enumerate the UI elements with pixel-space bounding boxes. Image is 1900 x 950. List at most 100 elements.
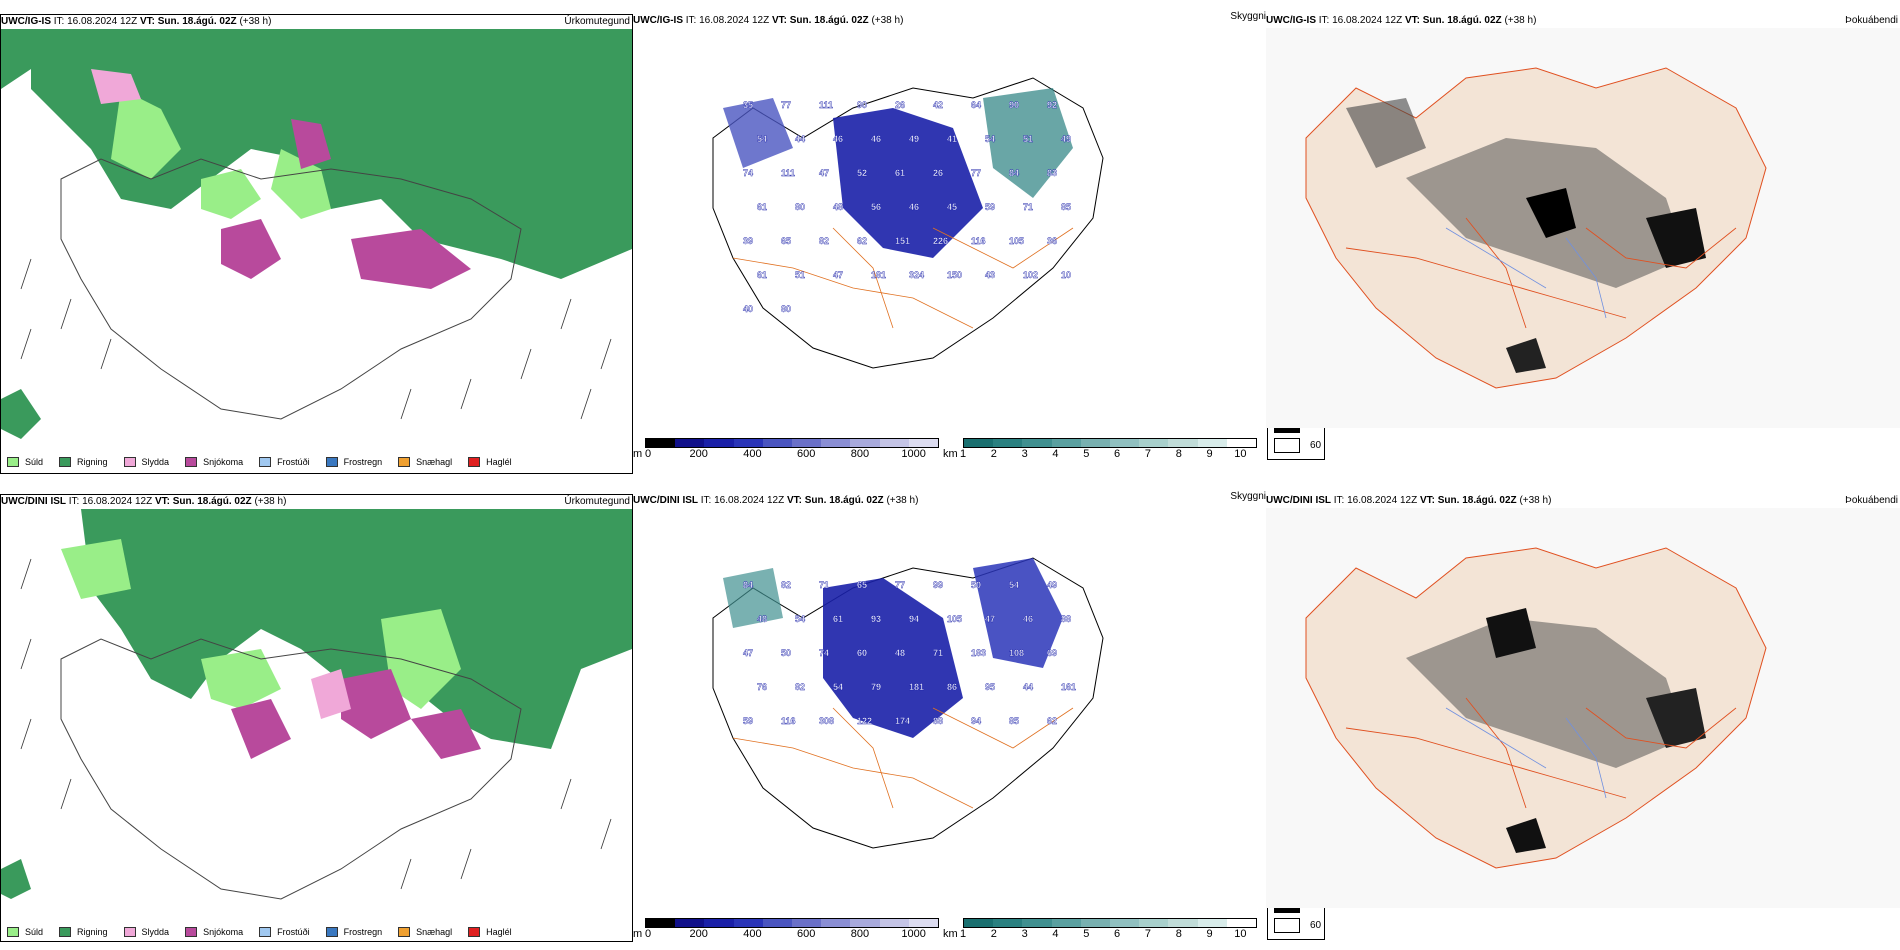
- cloud-base-colorbar: m 0 200 400 600 800 1000: [633, 918, 939, 948]
- cloud-base-label: 69: [1047, 648, 1057, 658]
- panel-title: Úrkomutegund: [564, 496, 630, 507]
- cloud-base-label: 49: [909, 134, 919, 144]
- colorbar-tick-label: 9: [1206, 928, 1213, 940]
- cloud-base-label: 54: [795, 614, 805, 624]
- init-time: IT: 16.08.2024 12Z: [700, 495, 785, 506]
- colorbar-tick-label: 6: [1114, 448, 1121, 460]
- legend-item: Frostregn: [325, 927, 382, 937]
- legend-label: Haglél: [486, 927, 512, 937]
- colorbar-tick-label: 7: [1144, 448, 1151, 460]
- colorbar-segment: [704, 919, 734, 927]
- fog-map: [1266, 28, 1900, 428]
- precip-map: [1, 509, 632, 909]
- legend-swatch: [123, 927, 136, 937]
- colorbar-segment: [675, 919, 705, 927]
- legend-label: Frostregn: [343, 457, 383, 467]
- legend-item: Rigning: [59, 457, 108, 467]
- colorbar-tick-label: 1000: [901, 928, 926, 940]
- colorbar-tick-label: 200: [689, 448, 708, 460]
- cloud-base-label: 93: [871, 614, 881, 624]
- cloud-header: UWC/IG-IS IT: 16.08.2024 12Z VT: Sun. 18…: [633, 11, 1266, 28]
- cloud-base-label: 74: [743, 168, 753, 178]
- legend-label: Snæhagl: [416, 457, 453, 467]
- cloud-base-label: 48: [895, 648, 905, 658]
- legend-item: Snæhagl: [398, 927, 452, 937]
- cloud-base-label: 111: [781, 168, 795, 178]
- init-time: IT: 16.08.2024 12Z: [1333, 495, 1418, 506]
- precip-header: UWC/DINI ISL IT: 16.08.2024 12Z VT: Sun.…: [1, 495, 632, 509]
- colorbar-tick-label: 0: [645, 448, 652, 460]
- cloud-base-label: 174: [895, 716, 910, 726]
- precip-panel: UWC/DINI ISL IT: 16.08.2024 12Z VT: Sun.…: [0, 494, 633, 942]
- legend-item: Rigning: [59, 927, 108, 937]
- cloud-base-label: 151: [895, 236, 910, 246]
- colorbar-segment: [964, 919, 994, 927]
- cloud-base-label: 76: [757, 682, 767, 692]
- model-name: UWC/DINI ISL: [1, 496, 66, 507]
- legend-swatch: [185, 927, 198, 937]
- cloud-base-label: 49: [1061, 134, 1071, 144]
- cloud-base-label: 86: [947, 682, 957, 692]
- cloud-base-label: 226: [933, 236, 948, 246]
- legend-label: Frostúði: [277, 457, 310, 467]
- cloud-base-label: 74: [819, 648, 829, 658]
- cloud-base-label: 26: [933, 168, 943, 178]
- cloud-base-label: 36: [1047, 236, 1057, 246]
- cloud-base-label: 108: [1009, 648, 1024, 658]
- cloud-base-label: 50: [781, 648, 791, 658]
- cloud-base-label: 54: [757, 134, 767, 144]
- fog-legend-swatch: [1274, 437, 1300, 453]
- cloud-base-label: 56: [871, 202, 881, 212]
- valid-time: VT: Sun. 18.ágú. 02Z: [1419, 495, 1517, 506]
- cloud-base-label: 46: [1023, 614, 1033, 624]
- cloud-base-label: 40: [743, 304, 753, 314]
- visibility-colorbar: km 1 2 3 4 5 6 7 8 9 10: [943, 438, 1263, 468]
- cloud-base-label: 116: [781, 716, 796, 726]
- cloud-base-label: 111: [819, 100, 833, 110]
- legend-label: Rigning: [77, 927, 108, 937]
- legend-swatch: [185, 457, 198, 467]
- cloud-base-label: 71: [1023, 202, 1033, 212]
- cloud-base-label: 35: [743, 100, 753, 110]
- cloud-base-label: 99: [933, 580, 943, 590]
- cloud-panel: UWC/IG-IS IT: 16.08.2024 12Z VT: Sun. 18…: [633, 11, 1266, 474]
- legend-item: Frostúði: [259, 457, 310, 467]
- model-name: UWC/IG-IS: [633, 15, 683, 26]
- legend-item: Slydda: [123, 927, 169, 937]
- cloud-base-label: 39: [743, 236, 753, 246]
- panel-title: Skyggni: [1230, 11, 1266, 22]
- legend-label: Haglél: [486, 457, 512, 467]
- colorbar-segment: [1051, 439, 1081, 447]
- colorbar-tick-label: 6: [1114, 928, 1121, 940]
- cloud-base-label: 183: [971, 648, 986, 658]
- colorbar-segment: [850, 919, 880, 927]
- legend-item: Súld: [7, 457, 43, 467]
- colorbar-tick-label: 4: [1052, 928, 1059, 940]
- legend-swatch: [123, 457, 136, 467]
- cloud-base-label: 10: [1061, 270, 1071, 280]
- cloud-base-label: 84: [1009, 168, 1019, 178]
- model-name: UWC/DINI ISL: [633, 495, 698, 506]
- cloud-base-label: 46: [871, 134, 881, 144]
- colorbar-segment: [1226, 439, 1257, 447]
- cloud-base-label: 44: [795, 134, 805, 144]
- cloud-base-label: 45: [947, 202, 957, 212]
- colorbar-unit: m: [633, 928, 643, 940]
- colorbar-segment: [1139, 439, 1169, 447]
- colorbar-segment: [646, 439, 676, 447]
- colorbar-segment: [964, 439, 994, 447]
- colorbar-segment: [821, 439, 851, 447]
- cloud-base-label: 47: [743, 648, 753, 658]
- legend-item: Snjókoma: [185, 457, 243, 467]
- cloud-base-label: 82: [795, 682, 805, 692]
- colorbar-segment: [1051, 919, 1081, 927]
- lead-time: (+38 h): [871, 15, 904, 26]
- cloud-base-label: 116: [971, 236, 986, 246]
- model-name: UWC/IG-IS: [1, 16, 51, 27]
- legend-label: Snjókoma: [203, 457, 244, 467]
- cloud-base-label: 105: [1009, 236, 1024, 246]
- cloud-base-label: 61: [757, 270, 767, 280]
- legend-swatch: [398, 457, 411, 467]
- fog-legend-label: 60: [1310, 439, 1322, 451]
- fog-panel: UWC/DINI ISL IT: 16.08.2024 12Z VT: Sun.…: [1266, 494, 1900, 950]
